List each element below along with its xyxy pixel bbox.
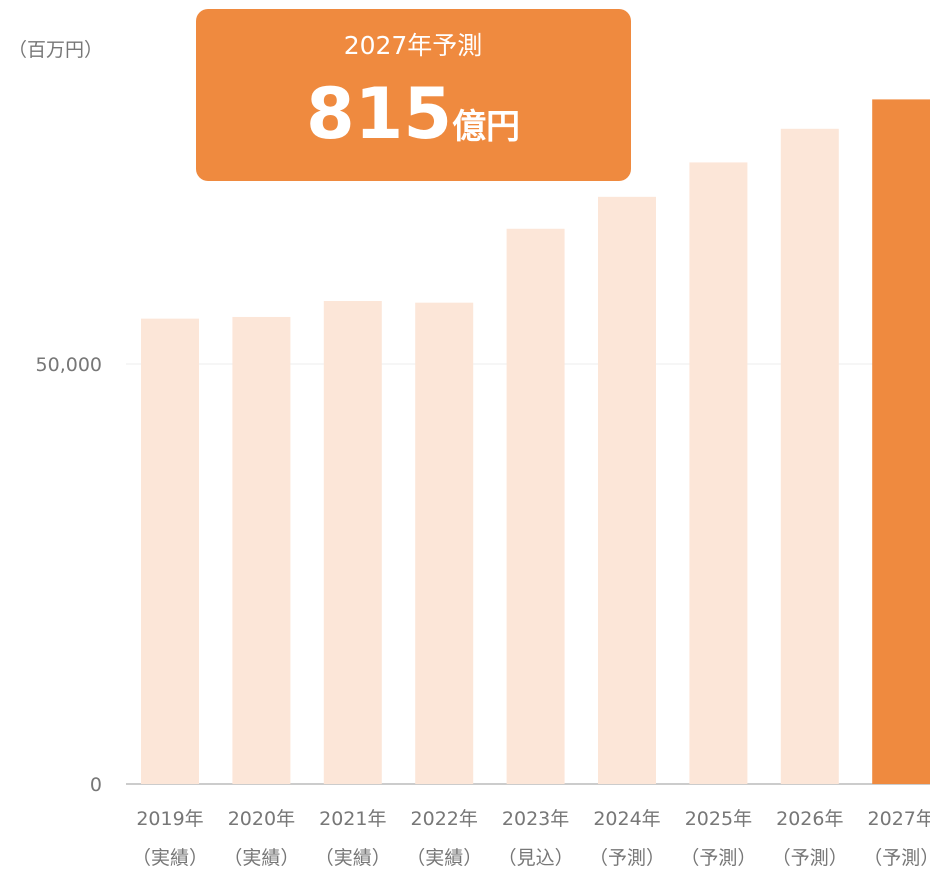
- x-tick-label: （見込）: [498, 847, 574, 869]
- callout-value: 815億円: [306, 73, 520, 155]
- bar: [689, 162, 748, 784]
- x-tick-label: （実績）: [132, 847, 208, 869]
- x-tick-label: （予測）: [863, 847, 930, 869]
- bar: [415, 302, 474, 784]
- x-tick-label: （実績）: [315, 847, 391, 869]
- bar: [598, 196, 656, 785]
- x-tick-label: （予測）: [680, 847, 756, 869]
- x-tick-label: （実績）: [223, 847, 299, 869]
- bar: [141, 318, 199, 784]
- callout-box: [196, 9, 631, 181]
- bar: [323, 301, 382, 784]
- callout-number: 815: [306, 73, 452, 155]
- bar: [232, 316, 291, 784]
- callout-title: 2027年予測: [344, 31, 483, 60]
- x-tick-label: 2027年: [868, 808, 930, 830]
- x-tick-label: （予測）: [772, 847, 848, 869]
- x-tick-label: 2022年: [411, 808, 478, 830]
- y-tick-label: 50,000: [36, 354, 102, 376]
- unit-label: （百万円）: [8, 39, 103, 61]
- bar: [780, 128, 839, 785]
- x-tick-label: 2020年: [228, 808, 295, 830]
- x-tick-label: 2023年: [502, 808, 569, 830]
- x-tick-label: 2019年: [136, 808, 203, 830]
- x-tick-label: 2025年: [685, 808, 752, 830]
- x-tick-label: 2026年: [776, 808, 843, 830]
- x-tick-label: 2024年: [593, 808, 660, 830]
- y-tick-label: 0: [90, 774, 102, 796]
- x-tick-label: 2021年: [319, 808, 386, 830]
- bar: [872, 99, 930, 784]
- callout-unit: 億円: [452, 107, 520, 147]
- x-tick-label: （実績）: [406, 847, 482, 869]
- x-tick-label: （予測）: [589, 847, 665, 869]
- bar: [506, 228, 565, 784]
